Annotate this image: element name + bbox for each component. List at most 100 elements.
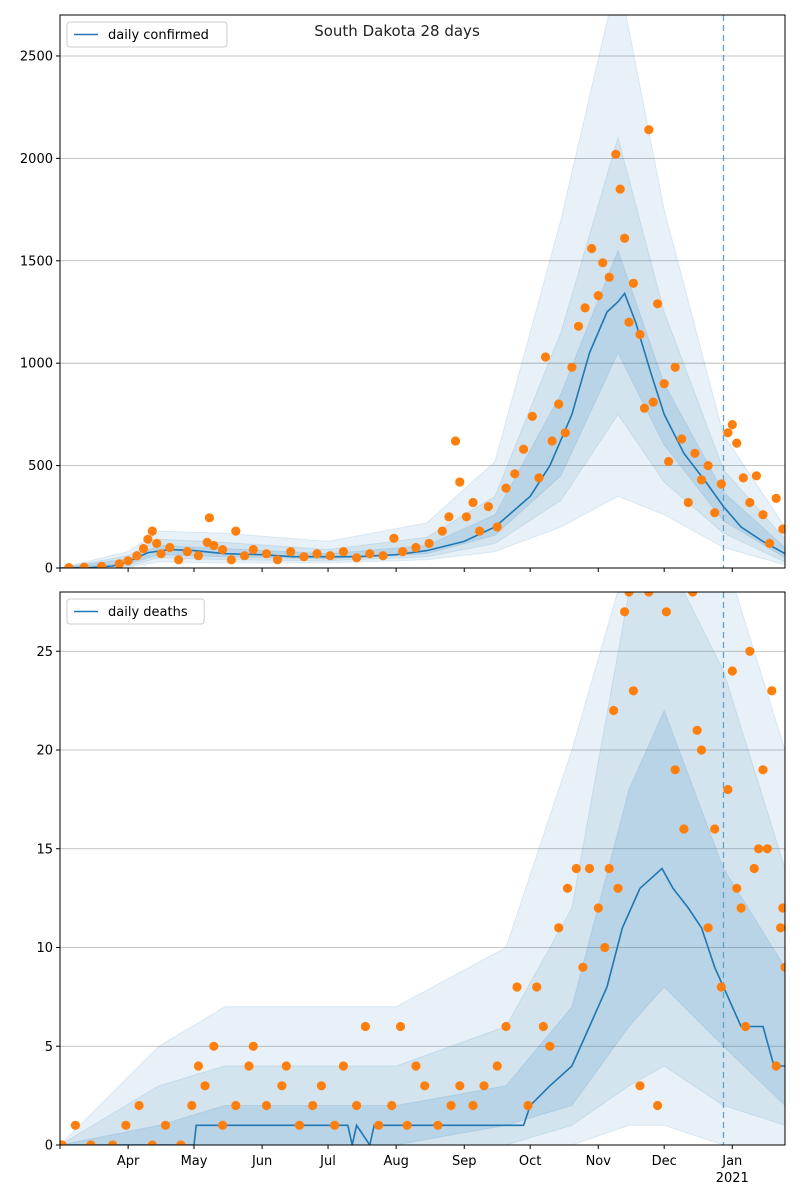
data-point [690,448,700,458]
data-point [437,526,447,536]
chart-title: South Dakota 28 days [314,22,480,40]
data-point [545,1041,555,1051]
data-point [661,607,672,617]
data-point [580,303,590,313]
data-point [738,473,748,483]
data-point [780,962,785,972]
data-point [338,1061,348,1071]
data-point [152,538,162,549]
data-point [174,555,184,565]
data-point [147,1140,157,1145]
data-point [261,549,272,559]
data-point [248,545,258,555]
data-point [615,184,625,194]
y-tick-label: 10 [36,941,53,956]
data-point [468,497,478,508]
legend-box [66,21,228,48]
data-point [554,399,564,409]
data-point [424,538,434,549]
data-point [644,125,654,135]
data-point [573,321,584,331]
data-point [527,411,537,421]
y-tick-label: 2000 [20,152,53,167]
data-point [613,883,623,893]
data-point [534,473,544,483]
data-point [299,552,309,562]
data-point [653,299,663,309]
y-tick-label: 2500 [20,49,53,64]
data-point [732,438,742,448]
data-point [420,1081,430,1091]
data-point [374,1120,384,1130]
data-point [492,522,502,532]
data-point [79,562,89,568]
data-point [160,1120,171,1130]
data-point [446,1100,456,1111]
data-point [244,1061,254,1071]
legend-label: daily confirmed [108,28,209,43]
data-point [60,1140,67,1145]
y-tick-label: 15 [36,842,53,857]
data-point [365,549,375,559]
data-point [248,1041,258,1051]
data-point [609,705,619,716]
data-point [204,513,214,523]
data-point [547,436,557,446]
data-point [584,863,595,874]
data-point [696,745,707,755]
x-tick-label: Oct [519,1154,541,1169]
data-point [624,592,634,597]
plot-frame [59,14,786,569]
data-point [771,1061,781,1071]
data-point [475,526,485,536]
data-point [444,512,454,522]
data-point [378,551,388,561]
data-point [492,1061,502,1071]
data-point [226,555,236,565]
data-point [261,1100,272,1111]
data-point [114,559,124,568]
data-point [308,1100,318,1111]
data-point [193,551,203,561]
confirmed-panel: 0 500 1000 1500 2000 2500 daily confirmed [20,14,786,577]
data-point [176,1140,186,1145]
data-point [604,272,614,282]
data-point [624,317,634,327]
data-point [659,379,669,389]
data-point [723,428,733,438]
plot-area [60,15,785,568]
data-point [70,1120,80,1130]
data-point [461,512,471,522]
data-point [532,982,542,992]
uncertainty-band [60,136,785,568]
data-point [123,556,133,566]
data-point [187,1100,197,1111]
data-point [670,765,680,775]
data-point [218,1120,228,1130]
data-point [593,291,603,301]
data-point [628,686,639,696]
y-tick-label: 1000 [20,357,53,372]
uncertainty-band [60,592,785,1145]
data-point [567,362,577,372]
legend-label: daily deaths [108,605,188,620]
data-point [165,542,175,553]
data-point [703,923,713,933]
data-point [512,982,522,992]
y-tick-label: 25 [36,645,53,660]
data-point [433,1120,443,1130]
data-point [231,526,241,536]
data-point [352,553,362,563]
data-point [703,461,713,471]
x-tick-label: Aug [383,1154,408,1169]
data-point [620,607,630,617]
data-point [330,1120,340,1130]
data-point [200,1081,210,1091]
data-point [483,502,493,512]
data-point [628,278,639,288]
data-point [664,456,674,467]
data-point [732,883,742,893]
data-point [338,547,348,557]
data-point [767,686,777,696]
